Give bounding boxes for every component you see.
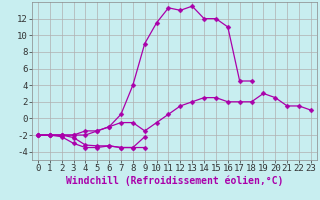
X-axis label: Windchill (Refroidissement éolien,°C): Windchill (Refroidissement éolien,°C) xyxy=(66,176,283,186)
